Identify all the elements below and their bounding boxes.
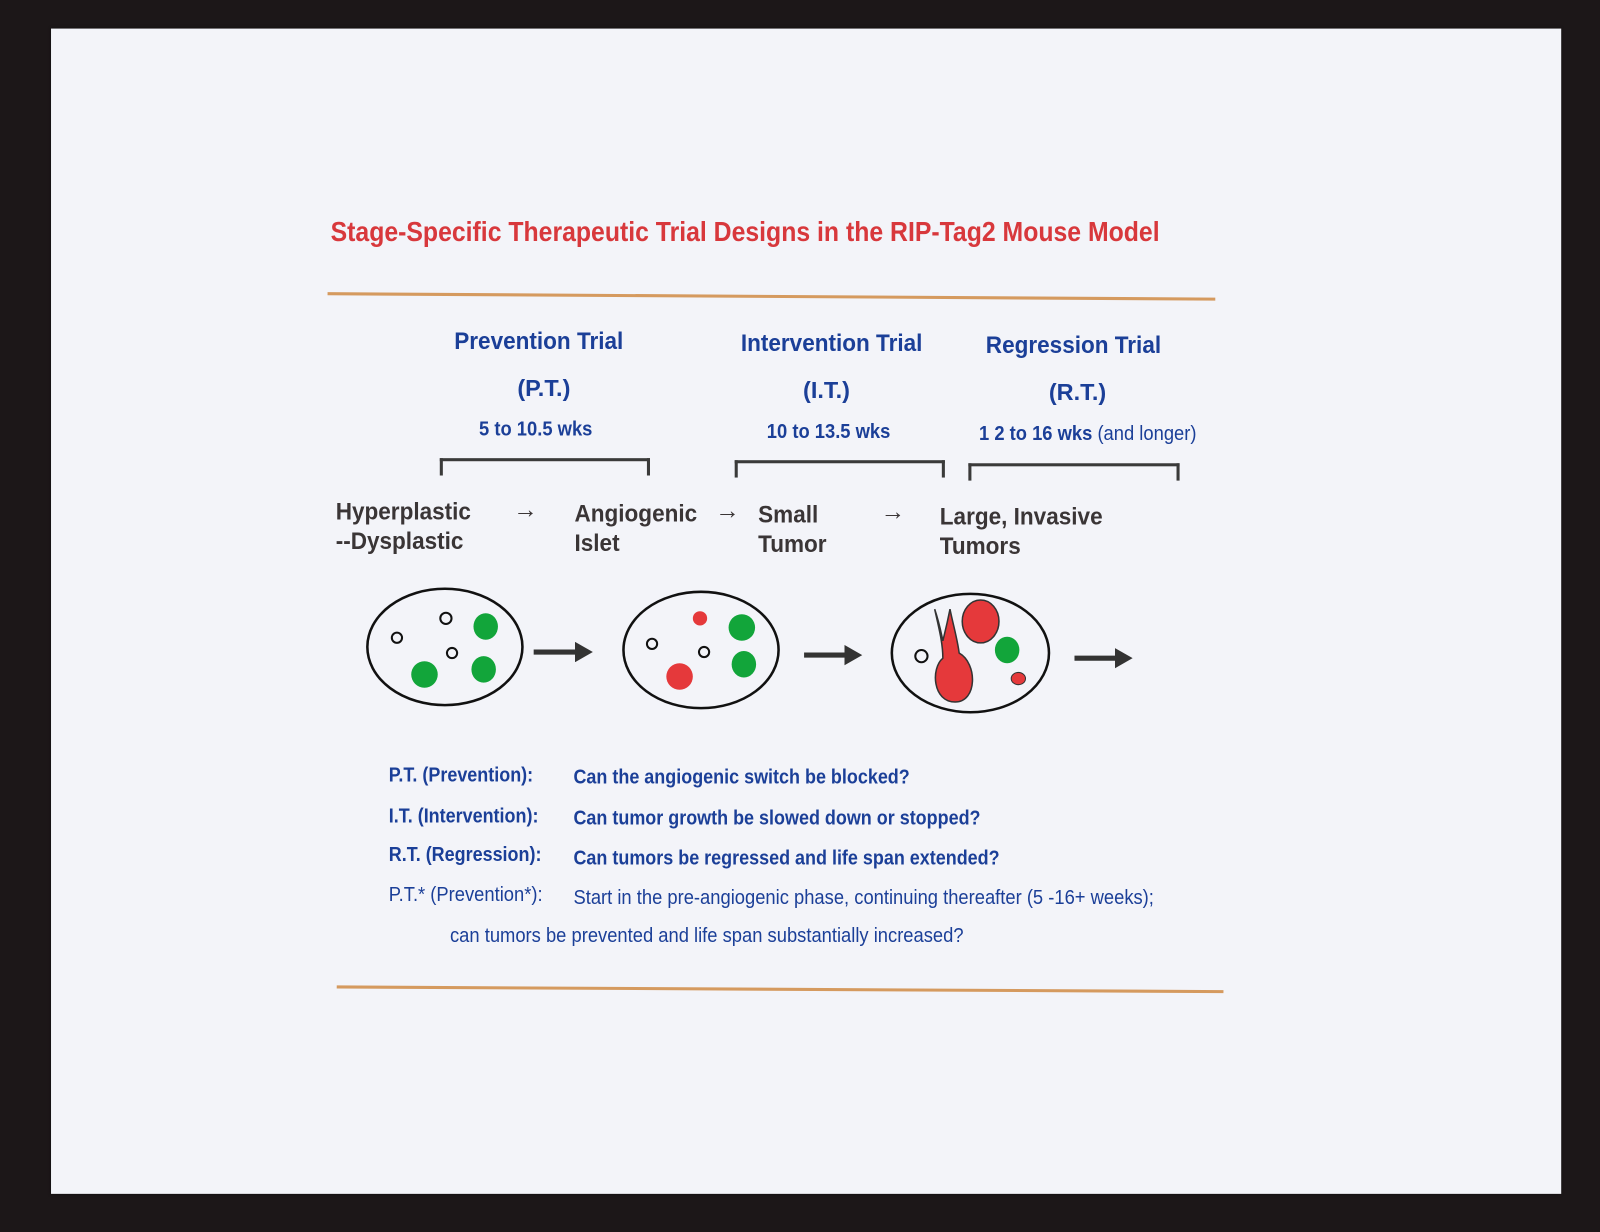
weeks-text: 5 to 10.5 wks — [479, 418, 593, 441]
trial-weeks-prevention: 5 to 10.5 wks — [479, 418, 592, 441]
stage-line: --Dysplastic — [335, 527, 464, 556]
bracket-prevention — [439, 458, 650, 476]
slide-paper — [51, 28, 1562, 1194]
question-text-rt: Can tumors be regressed and life span ex… — [573, 846, 1000, 870]
slide-title: Stage-Specific Therapeutic Trial Designs… — [330, 216, 1160, 247]
weeks-text: 10 to 13.5 wks — [766, 420, 891, 443]
stage-line: Small — [758, 501, 819, 529]
stage-small-tumor: Small Tumor — [758, 500, 826, 559]
question-text-it: Can tumor growth be slowed down or stopp… — [573, 807, 981, 830]
trial-abbr-prevention: (P.T.) — [517, 374, 571, 402]
stage-arrow: → — [715, 496, 740, 525]
question-text-pt: Can the angiogenic switch be blocked? — [573, 766, 910, 789]
islet-angiogenic — [622, 590, 780, 710]
stage-arrow: → — [880, 497, 906, 526]
bracket-regression — [968, 463, 1180, 481]
question-label-pt: P.T. (Prevention): — [388, 764, 534, 787]
bracket-intervention — [734, 460, 945, 478]
question-label-it: I.T. (Intervention): — [388, 805, 539, 828]
weeks-text: 1 2 to 16 wks — [979, 422, 1093, 445]
stage-line: Large, Invasive — [939, 503, 1103, 531]
trial-abbr-intervention: (I.T.) — [803, 376, 850, 404]
stage-line: Hyperplastic — [335, 497, 471, 526]
footnote-line1: Start in the pre-angiogenic phase, conti… — [573, 886, 1154, 910]
trial-name-prevention: Prevention Trial — [454, 327, 624, 356]
stage-line: Angiogenic — [574, 499, 698, 528]
islet-tumors — [890, 592, 1051, 714]
stage-line: Islet — [574, 529, 620, 558]
question-label-rt: R.T. (Regression): — [388, 843, 542, 867]
stage-angiogenic: Angiogenic Islet — [574, 499, 697, 558]
trial-weeks-intervention: 10 to 13.5 wks — [767, 420, 891, 443]
weeks-note: (and longer) — [1092, 422, 1197, 445]
islet-hyperplastic — [366, 587, 524, 707]
trial-weeks-regression: 1 2 to 16 wks (and longer) — [979, 422, 1196, 445]
stage-hyperplastic: Hyperplastic --Dysplastic — [336, 497, 471, 556]
stage-line: Tumor — [758, 530, 827, 559]
stage-line: Tumors — [939, 532, 1021, 561]
stage-arrow: → — [513, 495, 538, 524]
footnote-line2: can tumors be prevented and life span su… — [449, 924, 964, 947]
trial-name-intervention: Intervention Trial — [740, 329, 923, 358]
stage-large-tumors: Large, Invasive Tumors — [940, 502, 1103, 561]
trial-name-regression: Regression Trial — [985, 331, 1162, 360]
footnote-label: P.T.* (Prevention*): — [388, 883, 543, 907]
trial-abbr-regression: (R.T.) — [1048, 378, 1107, 406]
